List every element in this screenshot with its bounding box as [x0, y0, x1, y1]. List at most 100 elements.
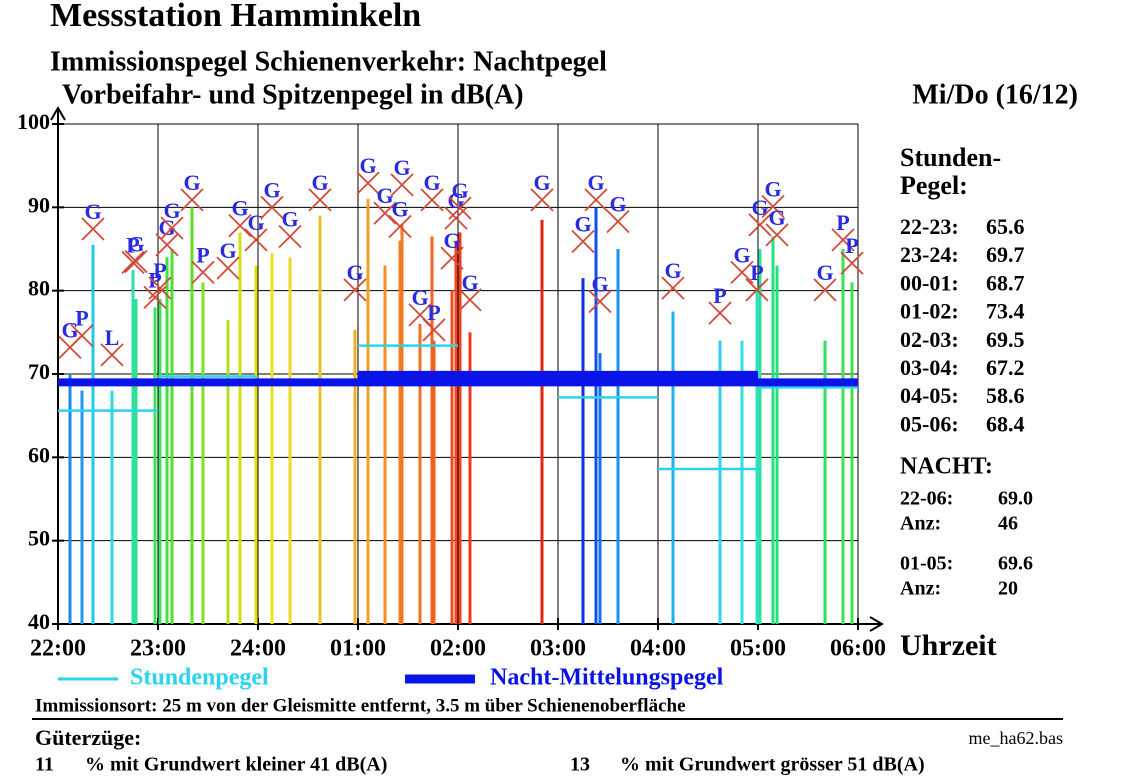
peak-cross	[584, 188, 608, 212]
peak-marker	[440, 246, 464, 270]
peak-marker	[81, 217, 105, 241]
peak-cross	[388, 214, 412, 239]
x-tick-label: 06:00	[830, 636, 886, 662]
y-tick-label: 60	[28, 442, 50, 467]
peak-cross	[813, 278, 837, 302]
train-type: G	[311, 170, 328, 195]
y-tick-label: 70	[28, 359, 50, 384]
train-type: G	[533, 170, 550, 195]
peak-cross	[730, 260, 754, 284]
train-type: G	[816, 260, 833, 285]
hour-label: 22-23:	[900, 214, 959, 239]
peak-cross	[571, 229, 595, 254]
train-type: P	[153, 258, 166, 283]
hour-label: 23-24:	[900, 242, 959, 267]
train-type: G	[61, 317, 78, 342]
peak-cross	[448, 196, 472, 220]
peak-marker	[278, 224, 302, 249]
peak-cross	[422, 318, 446, 342]
night-range: 01-05:	[900, 553, 953, 575]
train-type: G	[163, 198, 180, 223]
train-type: G	[764, 177, 781, 202]
peak-cross	[278, 224, 302, 249]
train-type: G	[411, 285, 428, 310]
peak-marker	[530, 188, 554, 212]
train-type: G	[263, 177, 280, 202]
night-value: 69.6	[998, 553, 1033, 575]
night-value: 69.0	[998, 488, 1033, 510]
peak-cross	[420, 188, 444, 212]
peak-cross	[458, 288, 482, 312]
peak-cross	[745, 278, 769, 302]
night-title: NACHT:	[900, 454, 993, 480]
train-type: P	[126, 232, 139, 257]
legend-label: Stundenpegel	[130, 665, 269, 691]
peak-cross	[81, 217, 105, 241]
train-type: G	[158, 215, 175, 240]
peak-cross	[228, 214, 252, 238]
peak-cross	[308, 188, 332, 212]
peak-marker	[840, 251, 864, 275]
train-type: P	[845, 233, 858, 258]
peak-cross	[661, 276, 685, 300]
peak-cross	[440, 246, 464, 270]
train-type: G	[231, 196, 248, 221]
peak-cross	[390, 173, 414, 197]
hour-value: 69.7	[986, 242, 1025, 267]
hour-value: 68.4	[986, 411, 1025, 436]
y-tick-label: 90	[28, 192, 50, 217]
peak-marker	[448, 196, 472, 220]
hour-value: 65.6	[986, 214, 1025, 239]
peak-marker	[420, 188, 444, 212]
peak-marker	[356, 171, 380, 195]
x-tick-label: 01:00	[330, 636, 386, 662]
peak-cross	[840, 251, 864, 275]
freight-text: % mit Grundwert grösser 51 dB(A)	[620, 754, 925, 776]
peak-marker	[588, 289, 612, 314]
hour-label: 03-04:	[900, 355, 959, 380]
peak-cross	[831, 228, 855, 252]
axis-arrow	[50, 106, 66, 121]
file-name: me_ha62.bas	[969, 728, 1063, 748]
peak-marker	[124, 249, 148, 274]
train-type: G	[359, 153, 376, 178]
peak-cross	[260, 195, 284, 219]
freight-text: % mit Grundwert kleiner 41 dB(A)	[85, 754, 387, 776]
peak-marker	[70, 324, 94, 348]
train-type: G	[751, 195, 768, 220]
train-type: G	[391, 197, 408, 222]
train-type: G	[768, 205, 785, 230]
legend-label: Nacht-Mittelungspegel	[490, 665, 724, 691]
peak-cross	[761, 194, 785, 219]
hour-value: 67.2	[986, 355, 1025, 380]
train-type: P	[836, 210, 849, 235]
location-note: Immissionsort: 25 m von der Gleismitte e…	[35, 695, 686, 716]
peak-cross	[121, 250, 145, 274]
peak-cross	[191, 260, 215, 284]
peak-cross	[356, 171, 380, 195]
train-type: G	[461, 270, 478, 295]
train-type: G	[733, 242, 750, 267]
train-type: P	[75, 306, 88, 331]
peak-marker	[191, 260, 215, 284]
peak-marker	[228, 214, 252, 238]
peak-cross	[70, 324, 94, 348]
train-type: G	[346, 260, 363, 285]
peak-cross	[124, 249, 148, 274]
peak-marker	[180, 188, 204, 212]
train-type: G	[587, 170, 604, 195]
peak-marker	[244, 228, 268, 252]
peak-marker	[308, 188, 332, 212]
peak-marker	[148, 276, 172, 300]
night-range: 22-06:	[900, 488, 953, 510]
peak-cross	[408, 303, 432, 327]
peak-marker	[343, 278, 367, 302]
peak-cross	[155, 233, 179, 257]
hour-value: 68.7	[986, 270, 1025, 295]
hour-label: 00-01:	[900, 270, 959, 295]
peak-cross	[588, 289, 612, 314]
train-type: G	[127, 232, 144, 257]
peak-marker	[422, 318, 446, 342]
peak-marker	[100, 343, 124, 367]
